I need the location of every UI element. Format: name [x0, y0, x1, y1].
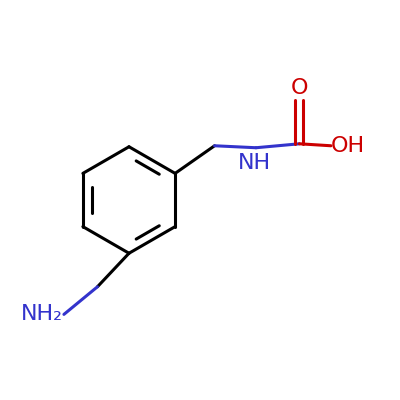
Text: NH₂: NH₂ [21, 304, 63, 324]
Text: OH: OH [330, 136, 364, 156]
Text: O: O [291, 78, 308, 98]
Text: NH: NH [238, 153, 270, 173]
